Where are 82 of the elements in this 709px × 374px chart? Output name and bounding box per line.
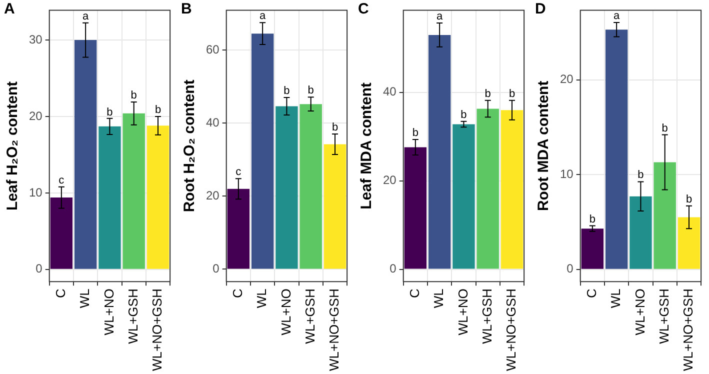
- annotation: a: [260, 10, 267, 22]
- x-tick-label: WL+NO+GSH: [150, 288, 165, 372]
- y-axis-title: Leaf H₂O₂ content: [4, 81, 22, 211]
- y-tick-label: 60: [206, 42, 220, 56]
- bar: [605, 30, 628, 269]
- y-tick-label: 0: [566, 262, 574, 276]
- bar: [98, 126, 121, 269]
- bar: [452, 124, 475, 269]
- bar: [227, 188, 250, 269]
- x-tick-label: WL: [77, 288, 92, 308]
- annotation: b: [589, 213, 596, 226]
- x-tick-label: WL+NO+GSH: [326, 288, 342, 372]
- bar: [428, 34, 451, 269]
- bar: [146, 126, 170, 269]
- bar: [500, 110, 524, 269]
- annotation: b: [484, 88, 491, 100]
- y-tick-label: 20: [206, 188, 220, 202]
- annotation: b: [154, 104, 162, 116]
- bar: [276, 106, 298, 269]
- x-tick-label: WL+NO: [632, 288, 648, 336]
- y-tick-label: 0: [390, 262, 397, 276]
- bar: [251, 34, 274, 269]
- bar: [74, 40, 97, 269]
- x-tick-label: WL+GSH: [479, 288, 494, 344]
- annotation: b: [106, 106, 113, 118]
- y-tick-label: 10: [28, 185, 43, 200]
- chart-title: C: [358, 0, 369, 18]
- x-tick-label: WL+NO+GSH: [504, 288, 519, 372]
- chart-title: A: [4, 0, 15, 18]
- bar: [122, 113, 145, 269]
- annotation: c: [58, 174, 65, 187]
- x-tick-label: WL+NO+GSH: [680, 288, 696, 372]
- bar: [630, 196, 652, 269]
- annotation: b: [508, 88, 516, 100]
- y-tick-label: 20: [28, 108, 43, 123]
- x-tick-label: C: [230, 288, 245, 298]
- bar: [324, 144, 346, 269]
- annotation: c: [236, 166, 242, 178]
- annotation: b: [412, 127, 418, 140]
- annotation: b: [308, 84, 314, 97]
- bar: [581, 228, 604, 269]
- chart-title: D: [535, 0, 546, 18]
- chart-title: B: [181, 0, 192, 18]
- x-tick-label: WL+NO: [278, 288, 294, 336]
- y-axis-title: Root H₂O₂ content: [181, 80, 198, 212]
- x-tick-label: WL+GSH: [125, 288, 140, 344]
- annotation: a: [436, 10, 444, 23]
- bar: [50, 198, 73, 269]
- x-tick-label: WL: [431, 288, 446, 308]
- y-tick-label: 20: [382, 173, 397, 188]
- annotation: b: [130, 89, 137, 102]
- x-tick-label: WL+NO: [455, 288, 470, 336]
- x-tick-label: WL: [608, 288, 624, 308]
- y-tick-label: 20: [560, 72, 574, 86]
- x-tick-label: C: [584, 288, 599, 298]
- y-tick-label: 40: [382, 84, 397, 99]
- x-tick-label: WL+GSH: [656, 288, 672, 344]
- annotation: b: [686, 193, 692, 206]
- y-axis-title: Root MDA content: [535, 80, 552, 212]
- annotation: b: [332, 122, 338, 134]
- y-tick-label: 10: [560, 166, 574, 181]
- x-tick-label: WL+NO: [101, 288, 116, 336]
- x-tick-label: C: [407, 288, 422, 298]
- annotation: b: [284, 85, 290, 98]
- y-tick-label: 40: [206, 115, 220, 130]
- x-tick-label: C: [53, 288, 68, 298]
- y-tick-label: 30: [28, 32, 43, 46]
- bar: [300, 104, 322, 269]
- bar: [678, 217, 700, 269]
- annotation: b: [638, 169, 644, 182]
- annotation: a: [614, 10, 621, 22]
- annotation: b: [460, 108, 467, 121]
- x-tick-label: WL+GSH: [302, 288, 318, 344]
- bar: [476, 108, 499, 269]
- bar: [404, 147, 427, 269]
- annotation: a: [82, 10, 90, 22]
- y-tick-label: 0: [212, 262, 220, 276]
- x-tick-label: WL: [254, 288, 270, 308]
- y-tick-label: 0: [36, 262, 43, 276]
- annotation: b: [662, 122, 668, 134]
- bar: [654, 162, 676, 269]
- y-axis-title: Leaf MDA content: [358, 82, 376, 210]
